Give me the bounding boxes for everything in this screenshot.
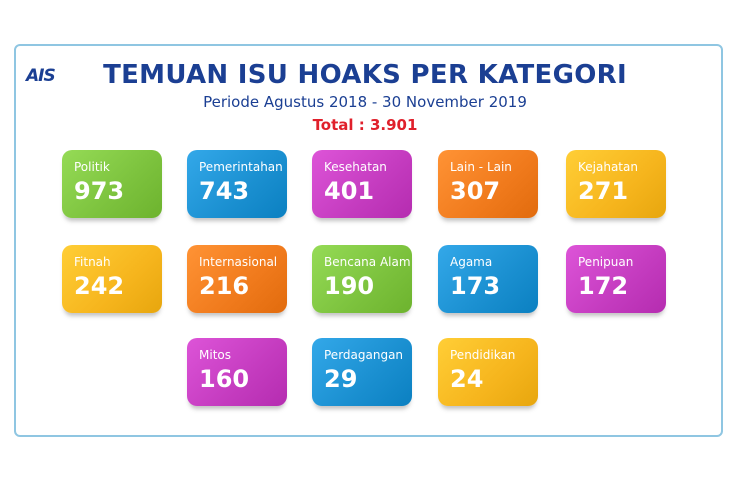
category-label: Internasional xyxy=(199,255,278,269)
category-label: Mitos xyxy=(199,348,231,362)
category-label: Lain - Lain xyxy=(450,160,512,174)
chart-total: Total : 3.901 xyxy=(312,116,418,134)
category-value: 271 xyxy=(578,177,629,205)
ais-logo: AIS xyxy=(26,66,56,86)
category-value: 190 xyxy=(324,272,375,300)
chart-subtitle: Periode Agustus 2018 - 30 November 2019 xyxy=(203,93,527,111)
category-label: Bencana Alam xyxy=(324,255,411,269)
category-value: 24 xyxy=(450,365,484,393)
category-label: Fitnah xyxy=(74,255,111,269)
category-card-lain-lain: Lain - Lain 307 xyxy=(438,150,538,218)
category-card-bencana-alam: Bencana Alam 190 xyxy=(312,245,412,313)
category-card-pendidikan: Pendidikan 24 xyxy=(438,338,538,406)
category-value: 242 xyxy=(74,272,125,300)
category-card-penipuan: Penipuan 172 xyxy=(566,245,666,313)
category-card-internasional: Internasional 216 xyxy=(187,245,287,313)
category-value: 307 xyxy=(450,177,501,205)
category-card-kesehatan: Kesehatan 401 xyxy=(312,150,412,218)
category-label: Perdagangan xyxy=(324,348,404,362)
category-label: Pemerintahan xyxy=(199,160,283,174)
category-card-agama: Agama 173 xyxy=(438,245,538,313)
category-card-kejahatan: Kejahatan 271 xyxy=(566,150,666,218)
category-value: 160 xyxy=(199,365,250,393)
category-label: Agama xyxy=(450,255,493,269)
category-card-perdagangan: Perdagangan 29 xyxy=(312,338,412,406)
category-card-politik: Politik 973 xyxy=(62,150,162,218)
category-label: Penipuan xyxy=(578,255,634,269)
category-value: 172 xyxy=(578,272,629,300)
category-value: 401 xyxy=(324,177,375,205)
category-label: Kejahatan xyxy=(578,160,638,174)
category-card-fitnah: Fitnah 242 xyxy=(62,245,162,313)
category-label: Kesehatan xyxy=(324,160,387,174)
chart-title: TEMUAN ISU HOAKS PER KATEGORI xyxy=(103,60,627,90)
category-value: 216 xyxy=(199,272,250,300)
category-label: Politik xyxy=(74,160,110,174)
category-value: 973 xyxy=(74,177,125,205)
category-label: Pendidikan xyxy=(450,348,516,362)
category-value: 29 xyxy=(324,365,358,393)
category-value: 173 xyxy=(450,272,501,300)
category-card-pemerintahan: Pemerintahan 743 xyxy=(187,150,287,218)
category-value: 743 xyxy=(199,177,250,205)
category-card-mitos: Mitos 160 xyxy=(187,338,287,406)
